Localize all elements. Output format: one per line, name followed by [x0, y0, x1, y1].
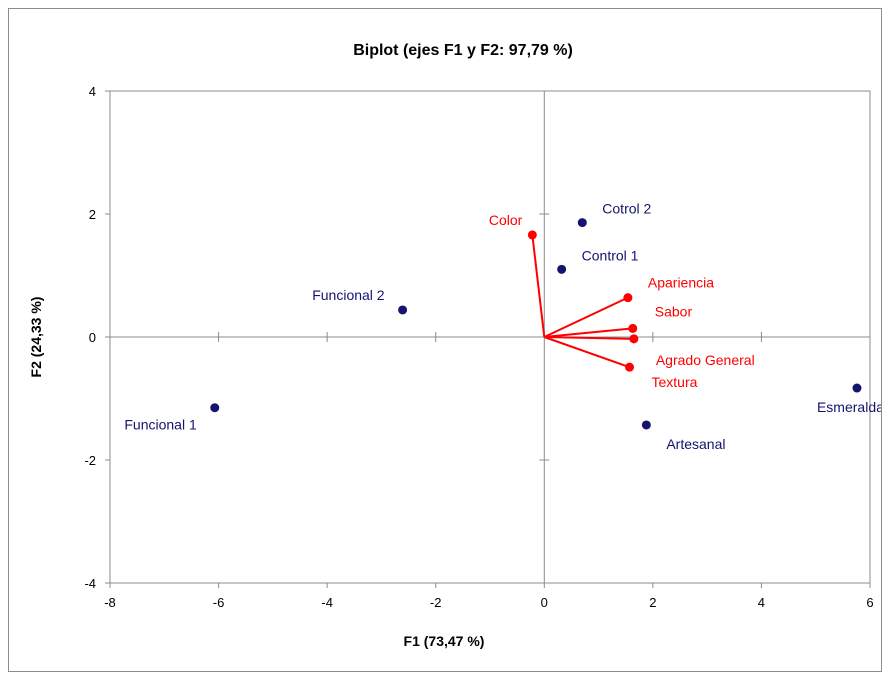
observation-point: [641, 420, 651, 430]
variable-label: Agrado General: [656, 352, 755, 368]
observation-point: [557, 264, 567, 274]
variable-label: Sabor: [655, 303, 693, 319]
x-tick-label: -8: [104, 595, 116, 610]
variable-point: [629, 334, 639, 344]
variable-point: [625, 362, 635, 372]
x-tick-label: -2: [430, 595, 442, 610]
variable-vector: [543, 296, 629, 338]
variable-vector: [544, 336, 634, 340]
x-tick-label: 6: [866, 595, 873, 610]
x-tick-label: 4: [758, 595, 765, 610]
x-tick-label: 2: [649, 595, 656, 610]
observation-label: Cotrol 2: [602, 201, 651, 217]
y-tick-label: 4: [89, 84, 96, 99]
variable-vector: [543, 336, 630, 369]
observation-point: [577, 218, 587, 228]
variable-point: [527, 230, 537, 240]
variable-point: [623, 293, 633, 303]
y-tick-label: 2: [89, 207, 96, 222]
x-tick-label: -6: [213, 595, 225, 610]
observation-label: Funcional 2: [312, 287, 385, 303]
variable-label: Color: [489, 212, 523, 228]
observation-point: [398, 305, 408, 315]
biplot-chart: Biplot (ejes F1 y F2: 97,79 %) -8 -6 -4 -2 0…: [28, 42, 881, 649]
y-tick-label: -2: [84, 453, 96, 468]
variable-label: Apariencia: [648, 275, 714, 291]
variable-point: [628, 323, 638, 333]
plot-area: -8 -6 -4 -2 0 2 4 6 -4 -2 0 2 4 Color Apariencia Sabor A…: [84, 84, 881, 610]
variable-vector: [544, 327, 633, 338]
x-tick-label: -4: [321, 595, 333, 610]
y-tick-label: -4: [84, 576, 96, 591]
observation-label: Esmeralda: [817, 399, 881, 415]
observation-point: [210, 403, 220, 413]
observation-label: Control 1: [582, 247, 639, 263]
chart-title: Biplot (ejes F1 y F2: 97,79 %): [353, 42, 573, 59]
observation-label: Artesanal: [666, 436, 725, 452]
chart-frame: Biplot (ejes F1 y F2: 97,79 %) -8 -6 -4 -2 0…: [8, 8, 882, 672]
observation-point: [852, 383, 862, 393]
x-tick-label: 0: [541, 595, 548, 610]
observation-label: Funcional 1: [124, 417, 197, 433]
x-axis-title: F1 (73,47 %): [404, 633, 485, 649]
variable-vector: [531, 234, 546, 338]
y-tick-label: 0: [89, 330, 96, 345]
variable-label: Textura: [652, 374, 698, 390]
y-axis-title: F2 (24,33 %): [28, 297, 44, 378]
